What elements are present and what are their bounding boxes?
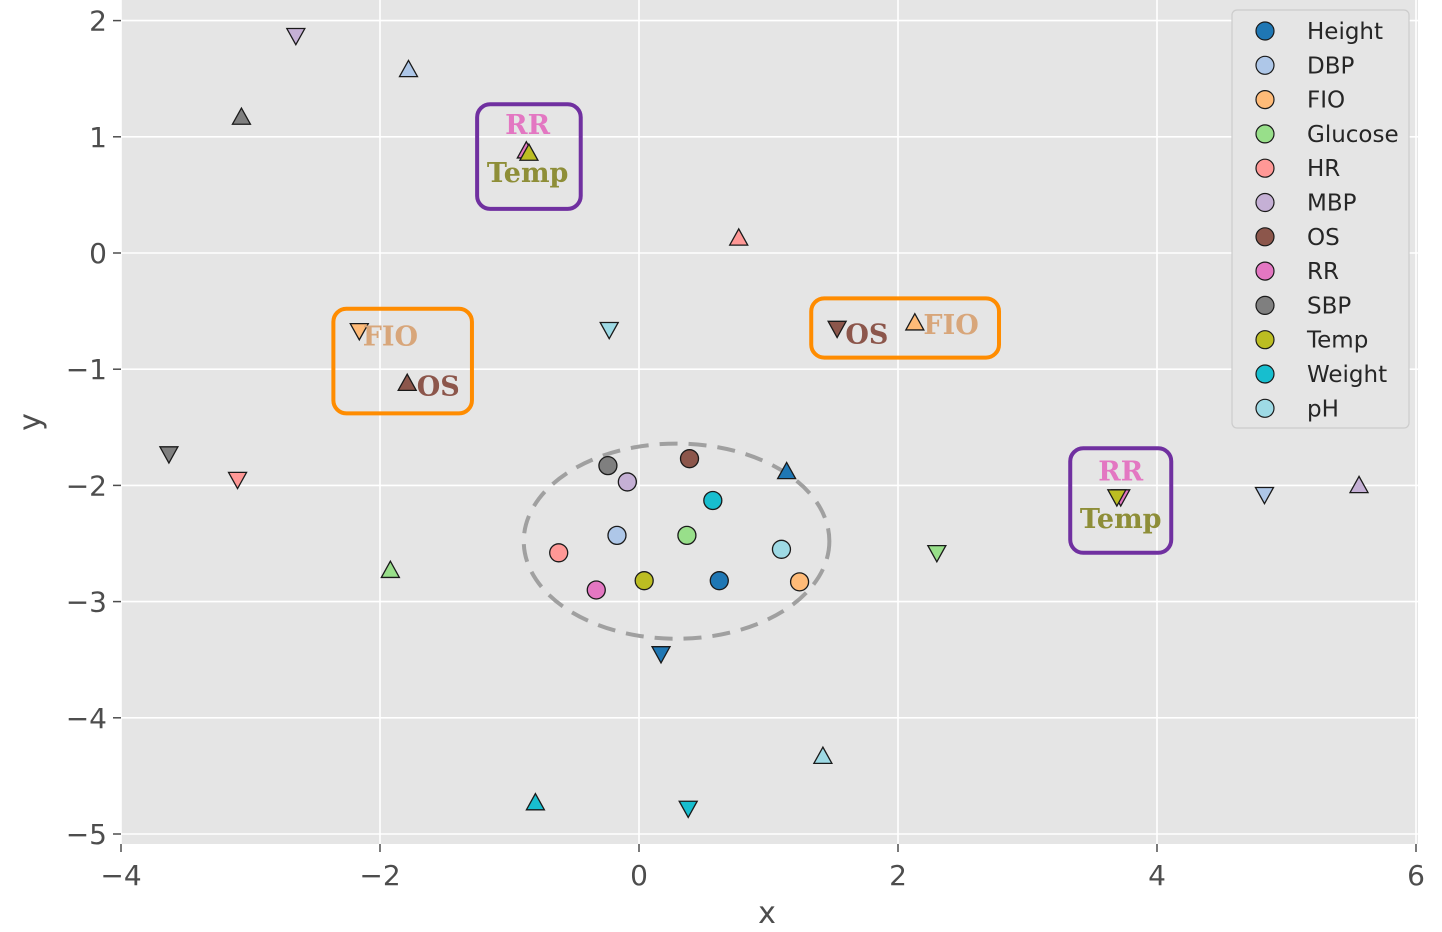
annotation-temp: Temp — [1080, 504, 1162, 535]
annotation-rr: RR — [1098, 456, 1143, 487]
legend-marker — [1255, 261, 1275, 281]
legend-frame — [1231, 9, 1410, 429]
legend-marker — [1255, 124, 1275, 144]
y-tick-label: −4 — [66, 702, 107, 735]
x-tick-label: −4 — [100, 859, 141, 892]
annotation-temp: Temp — [487, 158, 569, 189]
point-ph-triangle-up — [812, 745, 833, 764]
point-glucose-circle — [677, 525, 697, 546]
y-tick-label: −2 — [66, 469, 107, 502]
point-fio-triangle-up — [904, 312, 925, 331]
annotation-os: OS — [417, 372, 460, 403]
point-ph-circle — [771, 539, 792, 559]
highlight-box — [809, 296, 1002, 360]
y-tick-label: −3 — [66, 586, 107, 619]
legend-label: Height — [1307, 19, 1383, 45]
legend-label: Glucose — [1307, 122, 1399, 148]
legend-label: DBP — [1307, 53, 1354, 79]
highlight-box — [1068, 446, 1174, 555]
y-tick-label: 1 — [89, 121, 107, 154]
annotation-layer: RR Temp RR Temp FIO OS OS FIO — [363, 110, 1162, 535]
legend-marker — [1255, 89, 1275, 110]
point-weight-circle — [703, 490, 723, 511]
cluster-ellipse-layer — [521, 441, 832, 641]
point-temp-triangle-down — [1106, 489, 1127, 508]
legend-label: Temp — [1306, 328, 1368, 354]
point-rr-circle — [586, 580, 606, 600]
point-fio-triangle-down — [349, 323, 370, 342]
highlight-box — [331, 306, 474, 416]
y-tick-label: −5 — [66, 818, 107, 851]
y-tick-label: −1 — [66, 353, 107, 386]
legend-label: RR — [1307, 259, 1339, 285]
point-glucose-triangle-down — [926, 544, 947, 564]
point-hr-triangle-up — [728, 227, 749, 246]
point-dbp-triangle-down — [1254, 486, 1275, 506]
legend-marker — [1255, 55, 1275, 75]
legend-marker — [1255, 21, 1275, 41]
point-os-circle — [679, 449, 700, 469]
point-fio-circle — [789, 572, 810, 592]
point-height-triangle-down — [650, 646, 672, 665]
annotation-fio: FIO — [363, 322, 418, 353]
legend-label: Weight — [1307, 362, 1387, 388]
point-mbp-triangle-up — [1348, 475, 1370, 494]
point-sbp-circle — [598, 455, 618, 476]
y-tick-label: 0 — [89, 237, 107, 270]
plot-area — [121, 0, 1418, 844]
point-temp-triangle-up — [518, 142, 540, 161]
legend-marker — [1255, 158, 1275, 178]
grid-lines — [120, 0, 1418, 844]
annotation-rr: RR — [505, 110, 550, 141]
legend-label: HR — [1307, 156, 1340, 182]
point-temp-circle — [634, 571, 654, 591]
x-tick-label: 0 — [630, 859, 648, 892]
legend: Height DBP FIO Glucose HR MBP OS RR SBP Temp Weigh… — [1231, 9, 1410, 429]
legend-marker — [1255, 398, 1275, 418]
legend-marker — [1255, 295, 1275, 315]
y-axis-label: y — [13, 413, 48, 431]
x-tick-label: 6 — [1407, 859, 1425, 892]
x-tick-label: 4 — [1148, 859, 1166, 892]
point-sbp-triangle-up — [231, 106, 252, 125]
highlight-box-layer — [331, 102, 1174, 555]
x-axis-label: x — [758, 896, 776, 931]
cluster-ellipse — [521, 441, 832, 641]
legend-label: MBP — [1307, 191, 1357, 217]
legend-label: pH — [1307, 396, 1339, 422]
highlight-box — [475, 102, 583, 211]
point-os-triangle-down — [827, 320, 848, 339]
legend-marker — [1255, 227, 1275, 247]
x-tick-label: 2 — [889, 859, 907, 892]
point-height-triangle-up — [776, 461, 797, 480]
point-height-circle — [709, 571, 729, 591]
annotation-os: OS — [845, 319, 888, 350]
point-mbp-circle — [617, 472, 637, 492]
legend-label: FIO — [1307, 88, 1345, 114]
marker-layer — [158, 27, 1370, 819]
y-tick-label: 2 — [89, 5, 107, 38]
point-weight-triangle-up — [525, 792, 546, 811]
point-mbp-triangle-down — [285, 27, 306, 47]
legend-marker — [1255, 192, 1275, 213]
point-dbp-triangle-up — [398, 59, 419, 78]
legend-label: OS — [1307, 225, 1340, 251]
point-hr-triangle-down — [227, 471, 248, 490]
point-sbp-triangle-down — [158, 446, 180, 465]
x-tick-label: −2 — [359, 859, 400, 892]
point-glucose-triangle-up — [380, 559, 401, 579]
point-ph-triangle-down — [599, 321, 620, 341]
legend-label: SBP — [1307, 293, 1351, 319]
point-os-triangle-up — [397, 372, 418, 391]
legend-marker — [1255, 330, 1275, 350]
point-dbp-circle — [607, 525, 627, 546]
point-weight-triangle-down — [678, 800, 699, 819]
legend-marker — [1255, 364, 1275, 384]
annotation-fio: FIO — [923, 310, 978, 341]
axis-ticks: −4 −2 0 2 4 6 2 1 0 −1 −2 −3 −4 −5 — [66, 5, 1425, 892]
point-hr-circle — [549, 543, 569, 563]
